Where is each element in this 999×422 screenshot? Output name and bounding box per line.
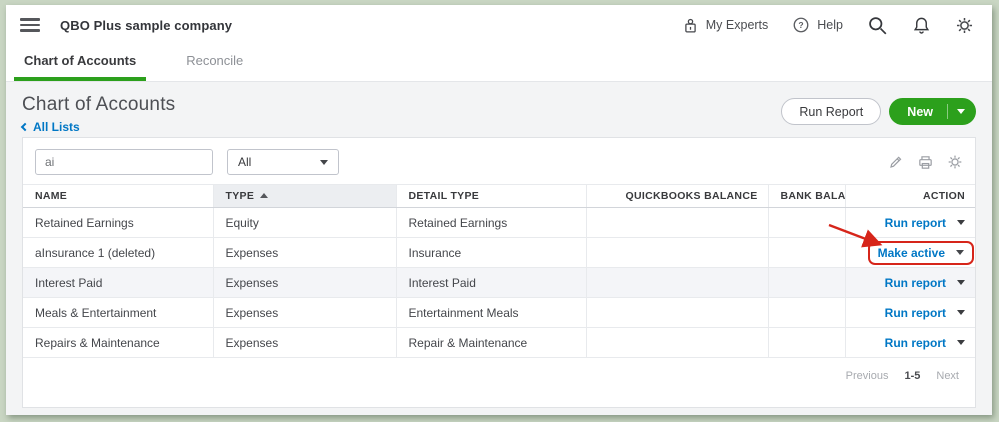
table-row: Meals & Entertainment Expenses Entertain… [23, 297, 975, 328]
column-header-detail-type[interactable]: DETAIL TYPE [395, 184, 586, 208]
back-link-label: All Lists [33, 120, 80, 134]
header-buttons: Run Report New [781, 98, 976, 125]
chevron-down-icon[interactable] [957, 220, 965, 225]
cell-detail-type: Insurance [395, 237, 586, 268]
filter-name-search-input[interactable] [35, 149, 213, 175]
cell-bank-balance [767, 297, 845, 328]
column-header-quickbooks-balance[interactable]: QUICKBOOKS BALANCE [585, 184, 768, 208]
cell-detail-type: Retained Earnings [395, 207, 586, 238]
table-row: Retained Earnings Equity Retained Earnin… [23, 207, 975, 238]
page-header: Chart of Accounts All Lists Run Report N… [6, 82, 992, 135]
run-report-action[interactable]: Run report [885, 276, 965, 290]
tab-bar: Chart of Accounts Reconcile [6, 45, 992, 82]
column-header-name[interactable]: NAME [23, 184, 213, 208]
filter-selected-value: All [238, 155, 252, 169]
cell-type: Expenses [212, 327, 396, 358]
svg-text:?: ? [799, 20, 804, 30]
new-button[interactable]: New [889, 98, 976, 125]
top-bar: QBO Plus sample company My Experts ? [6, 5, 992, 45]
run-report-action[interactable]: Run report [885, 336, 965, 350]
cell-bank-balance [767, 327, 845, 358]
edit-pencil-icon[interactable] [888, 154, 904, 170]
my-experts-button[interactable]: My Experts [682, 17, 769, 34]
cell-name: aInsurance 1 (deleted) [23, 237, 213, 268]
pagination-range: 1-5 [904, 370, 921, 382]
new-button-dropdown[interactable] [948, 98, 976, 125]
cell-type: Equity [212, 207, 396, 238]
column-header-action: ACTION [844, 184, 975, 208]
table-tools [888, 154, 963, 171]
settings-gear-icon[interactable] [955, 16, 974, 35]
cell-detail-type: Repair & Maintenance [395, 327, 586, 358]
pagination: Previous 1-5 Next [23, 358, 975, 382]
tab-reconcile[interactable]: Reconcile [186, 53, 244, 68]
type-filter-dropdown[interactable]: All [227, 149, 339, 175]
make-active-action-highlight-box[interactable]: Make active [867, 240, 974, 265]
sort-ascending-icon [260, 193, 269, 198]
cell-bank-balance [767, 237, 845, 268]
cell-name: Meals & Entertainment [23, 297, 213, 328]
cell-quickbooks-balance [585, 297, 768, 328]
search-icon[interactable] [867, 15, 888, 36]
run-report-action[interactable]: Run report [885, 306, 965, 320]
cell-quickbooks-balance [585, 207, 768, 238]
pagination-next[interactable]: Next [936, 370, 959, 382]
page-body: Chart of Accounts All Lists Run Report N… [6, 82, 992, 415]
cell-bank-balance [767, 207, 845, 238]
table-row: Repairs & Maintenance Expenses Repair & … [23, 327, 975, 358]
help-question-icon: ? [792, 16, 810, 34]
cell-quickbooks-balance [585, 267, 768, 298]
cell-type: Expenses [212, 297, 396, 328]
chevron-down-icon[interactable] [957, 340, 965, 345]
chevron-down-icon[interactable] [957, 280, 965, 285]
table-row-highlighted: aInsurance 1 (deleted) Expenses Insuranc… [23, 237, 975, 268]
company-name: QBO Plus sample company [60, 17, 233, 33]
chart-of-accounts-card: All [22, 137, 976, 408]
cell-bank-balance [767, 267, 845, 298]
tab-chart-of-accounts[interactable]: Chart of Accounts [14, 53, 147, 81]
button-divider [947, 104, 948, 119]
hamburger-menu-icon[interactable] [20, 18, 40, 32]
table-header-row: NAME TYPE DETAIL TYPE QUICKBOOKS BALANCE… [23, 184, 975, 208]
chevron-down-icon[interactable] [956, 250, 964, 255]
run-report-button[interactable]: Run Report [781, 98, 882, 125]
cell-quickbooks-balance [585, 237, 768, 268]
cell-type: Expenses [212, 267, 396, 298]
column-header-type[interactable]: TYPE [212, 184, 396, 208]
new-button-label: New [907, 104, 933, 119]
chevron-left-icon [20, 122, 30, 132]
notifications-bell-icon[interactable] [912, 16, 931, 35]
app-window: QBO Plus sample company My Experts ? [6, 5, 992, 415]
cell-type: Expenses [212, 237, 396, 268]
make-active-action[interactable]: Make active [877, 245, 945, 260]
cell-quickbooks-balance [585, 327, 768, 358]
cell-detail-type: Entertainment Meals [395, 297, 586, 328]
table-settings-gear-icon[interactable] [947, 154, 963, 170]
topbar-right: My Experts ? Help [682, 15, 974, 36]
card-toolbar: All [23, 138, 975, 184]
chevron-down-icon[interactable] [957, 310, 965, 315]
accounts-table: NAME TYPE DETAIL TYPE QUICKBOOKS BALANCE… [23, 184, 975, 358]
cell-detail-type: Interest Paid [395, 267, 586, 298]
print-icon[interactable] [917, 154, 934, 171]
page-title-block: Chart of Accounts All Lists [20, 94, 176, 135]
pagination-previous[interactable]: Previous [845, 370, 889, 382]
all-lists-back-link[interactable]: All Lists [20, 120, 80, 134]
my-experts-label: My Experts [705, 18, 769, 32]
run-report-action[interactable]: Run report [885, 216, 965, 230]
table-row: Interest Paid Expenses Interest Paid Run… [23, 267, 975, 298]
my-experts-person-icon [682, 17, 699, 34]
page-title: Chart of Accounts [22, 94, 176, 115]
column-header-bank-balance[interactable]: BANK BALANCE [767, 184, 845, 208]
cell-name: Repairs & Maintenance [23, 327, 213, 358]
cell-name: Interest Paid [23, 267, 213, 298]
help-label: Help [817, 18, 843, 32]
chevron-down-icon [320, 159, 328, 165]
help-button[interactable]: ? Help [792, 16, 843, 34]
chevron-down-icon [957, 109, 965, 114]
cell-name: Retained Earnings [23, 207, 213, 238]
